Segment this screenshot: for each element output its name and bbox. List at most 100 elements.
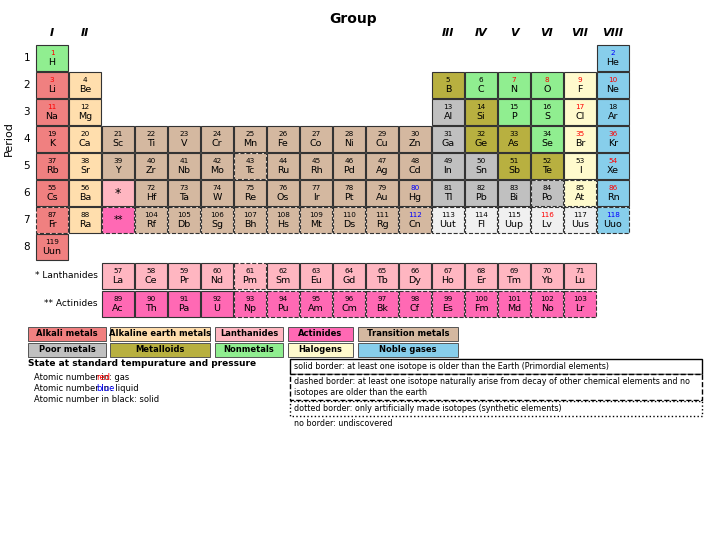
Text: Cl: Cl bbox=[575, 112, 585, 121]
Text: 6: 6 bbox=[23, 188, 30, 198]
Text: 57: 57 bbox=[114, 268, 123, 274]
Bar bbox=[234, 263, 266, 289]
Bar bbox=[300, 180, 332, 206]
Text: 60: 60 bbox=[213, 268, 222, 274]
Text: F: F bbox=[578, 85, 582, 94]
Text: 51: 51 bbox=[509, 158, 519, 164]
Text: 100: 100 bbox=[474, 296, 488, 302]
Text: 18: 18 bbox=[609, 104, 618, 110]
Bar bbox=[358, 343, 458, 357]
Text: 56: 56 bbox=[80, 185, 90, 191]
Bar bbox=[135, 207, 167, 233]
Text: Uus: Uus bbox=[571, 220, 589, 229]
Bar bbox=[69, 72, 101, 98]
Text: Yb: Yb bbox=[541, 276, 553, 285]
Text: 76: 76 bbox=[278, 185, 287, 191]
Bar bbox=[366, 291, 398, 317]
Text: 43: 43 bbox=[246, 158, 255, 164]
Bar bbox=[498, 291, 530, 317]
Text: 32: 32 bbox=[477, 131, 486, 137]
Bar bbox=[234, 180, 266, 206]
Text: Uun: Uun bbox=[42, 247, 61, 256]
Text: 13: 13 bbox=[443, 104, 453, 110]
Text: Pd: Pd bbox=[343, 166, 355, 175]
Text: Cs: Cs bbox=[46, 193, 58, 202]
Bar bbox=[432, 180, 464, 206]
Bar bbox=[36, 180, 68, 206]
Bar bbox=[366, 126, 398, 152]
Text: Ge: Ge bbox=[474, 139, 488, 148]
Text: Uup: Uup bbox=[505, 220, 524, 229]
Text: 3: 3 bbox=[23, 107, 30, 117]
Text: Am: Am bbox=[308, 304, 324, 313]
Text: 1: 1 bbox=[23, 53, 30, 63]
Bar bbox=[366, 180, 398, 206]
Text: * Lanthanides: * Lanthanides bbox=[35, 272, 98, 281]
Text: U: U bbox=[213, 304, 220, 313]
Text: I: I bbox=[579, 166, 581, 175]
Text: V: V bbox=[510, 28, 518, 38]
Text: 108: 108 bbox=[276, 212, 290, 218]
Text: 9: 9 bbox=[578, 77, 582, 83]
Bar bbox=[432, 291, 464, 317]
Bar bbox=[333, 180, 365, 206]
Text: 14: 14 bbox=[477, 104, 486, 110]
Text: Mo: Mo bbox=[210, 166, 224, 175]
Text: 16: 16 bbox=[542, 104, 551, 110]
Bar bbox=[201, 180, 233, 206]
Text: 46: 46 bbox=[345, 158, 354, 164]
Text: 85: 85 bbox=[575, 185, 585, 191]
Text: 101: 101 bbox=[507, 296, 521, 302]
Text: Zr: Zr bbox=[145, 166, 156, 175]
Bar bbox=[564, 72, 596, 98]
Bar bbox=[28, 327, 106, 341]
Text: 88: 88 bbox=[80, 212, 90, 218]
Text: 87: 87 bbox=[47, 212, 56, 218]
Bar bbox=[531, 263, 563, 289]
Bar bbox=[234, 291, 266, 317]
Text: 67: 67 bbox=[443, 268, 453, 274]
Text: Dy: Dy bbox=[409, 276, 421, 285]
Bar bbox=[288, 343, 353, 357]
Text: 86: 86 bbox=[609, 185, 618, 191]
Text: Ag: Ag bbox=[376, 166, 388, 175]
Text: Se: Se bbox=[541, 139, 553, 148]
Text: Ru: Ru bbox=[277, 166, 289, 175]
Bar bbox=[201, 291, 233, 317]
Text: 83: 83 bbox=[509, 185, 519, 191]
Bar bbox=[498, 72, 530, 98]
Bar bbox=[36, 153, 68, 179]
Bar bbox=[102, 207, 134, 233]
Text: 17: 17 bbox=[575, 104, 585, 110]
Text: Bk: Bk bbox=[376, 304, 388, 313]
Bar bbox=[465, 72, 497, 98]
Text: Pt: Pt bbox=[345, 193, 354, 202]
Text: Atomic number in black: solid: Atomic number in black: solid bbox=[34, 395, 159, 404]
Text: 75: 75 bbox=[246, 185, 255, 191]
Bar bbox=[288, 327, 353, 341]
Text: 25: 25 bbox=[246, 131, 255, 137]
Text: 49: 49 bbox=[443, 158, 453, 164]
Text: 50: 50 bbox=[477, 158, 486, 164]
Text: VI: VI bbox=[541, 28, 554, 38]
Bar bbox=[300, 126, 332, 152]
Text: 40: 40 bbox=[146, 158, 155, 164]
Text: W: W bbox=[213, 193, 222, 202]
Text: Pm: Pm bbox=[242, 276, 258, 285]
Text: 117: 117 bbox=[573, 212, 587, 218]
Text: Ar: Ar bbox=[608, 112, 618, 121]
Text: 90: 90 bbox=[146, 296, 155, 302]
Text: 45: 45 bbox=[311, 158, 321, 164]
Bar bbox=[366, 207, 398, 233]
Bar bbox=[531, 291, 563, 317]
Text: Be: Be bbox=[79, 85, 91, 94]
Bar bbox=[290, 359, 702, 374]
Text: Ir: Ir bbox=[313, 193, 319, 202]
Text: 77: 77 bbox=[311, 185, 321, 191]
Text: 12: 12 bbox=[80, 104, 90, 110]
Text: At: At bbox=[575, 193, 585, 202]
Text: 94: 94 bbox=[278, 296, 287, 302]
Text: Ga: Ga bbox=[441, 139, 455, 148]
Bar bbox=[432, 207, 464, 233]
Text: Ne: Ne bbox=[606, 85, 619, 94]
